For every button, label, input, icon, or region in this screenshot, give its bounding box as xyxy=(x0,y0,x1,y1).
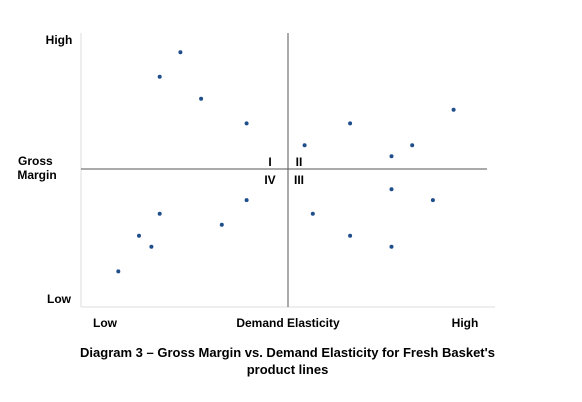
axes xyxy=(80,33,495,308)
quadrant-label-i: I xyxy=(268,155,271,169)
data-points xyxy=(116,50,456,274)
data-point-12 xyxy=(310,211,315,216)
y-axis-title-line-2: Margin xyxy=(17,168,56,182)
data-point-7 xyxy=(389,154,394,159)
data-point-14 xyxy=(389,244,394,249)
data-point-11 xyxy=(430,198,435,203)
quadrant-label-iv: IV xyxy=(264,173,275,187)
data-point-19 xyxy=(149,244,154,249)
quadrant-label-iii: III xyxy=(294,173,304,187)
x-axis-title: Demand Elasticity xyxy=(236,316,340,330)
data-point-6 xyxy=(348,121,353,126)
y-low-label: Low xyxy=(47,292,72,306)
data-point-10 xyxy=(389,187,394,192)
data-point-20 xyxy=(116,269,121,274)
data-point-9 xyxy=(451,107,456,112)
y-high-label: High xyxy=(46,33,73,47)
data-point-16 xyxy=(219,222,224,227)
x-low-label: Low xyxy=(93,316,118,330)
y-axis-title-line-1: Gross xyxy=(18,154,53,168)
data-point-2 xyxy=(157,74,162,79)
data-point-8 xyxy=(410,143,415,148)
data-point-17 xyxy=(157,211,162,216)
chart-caption: Diagram 3 – Gross Margin vs. Demand Elas… xyxy=(80,345,495,377)
data-point-5 xyxy=(302,143,307,148)
data-point-1 xyxy=(178,50,183,55)
data-point-18 xyxy=(137,233,141,238)
data-point-13 xyxy=(348,233,353,238)
data-point-15 xyxy=(244,198,249,203)
data-point-4 xyxy=(244,121,249,126)
quadrant-label-ii: II xyxy=(296,155,303,169)
x-high-label: High xyxy=(452,316,479,330)
data-point-3 xyxy=(199,96,204,101)
y-axis-title: Gross Margin xyxy=(17,154,56,182)
